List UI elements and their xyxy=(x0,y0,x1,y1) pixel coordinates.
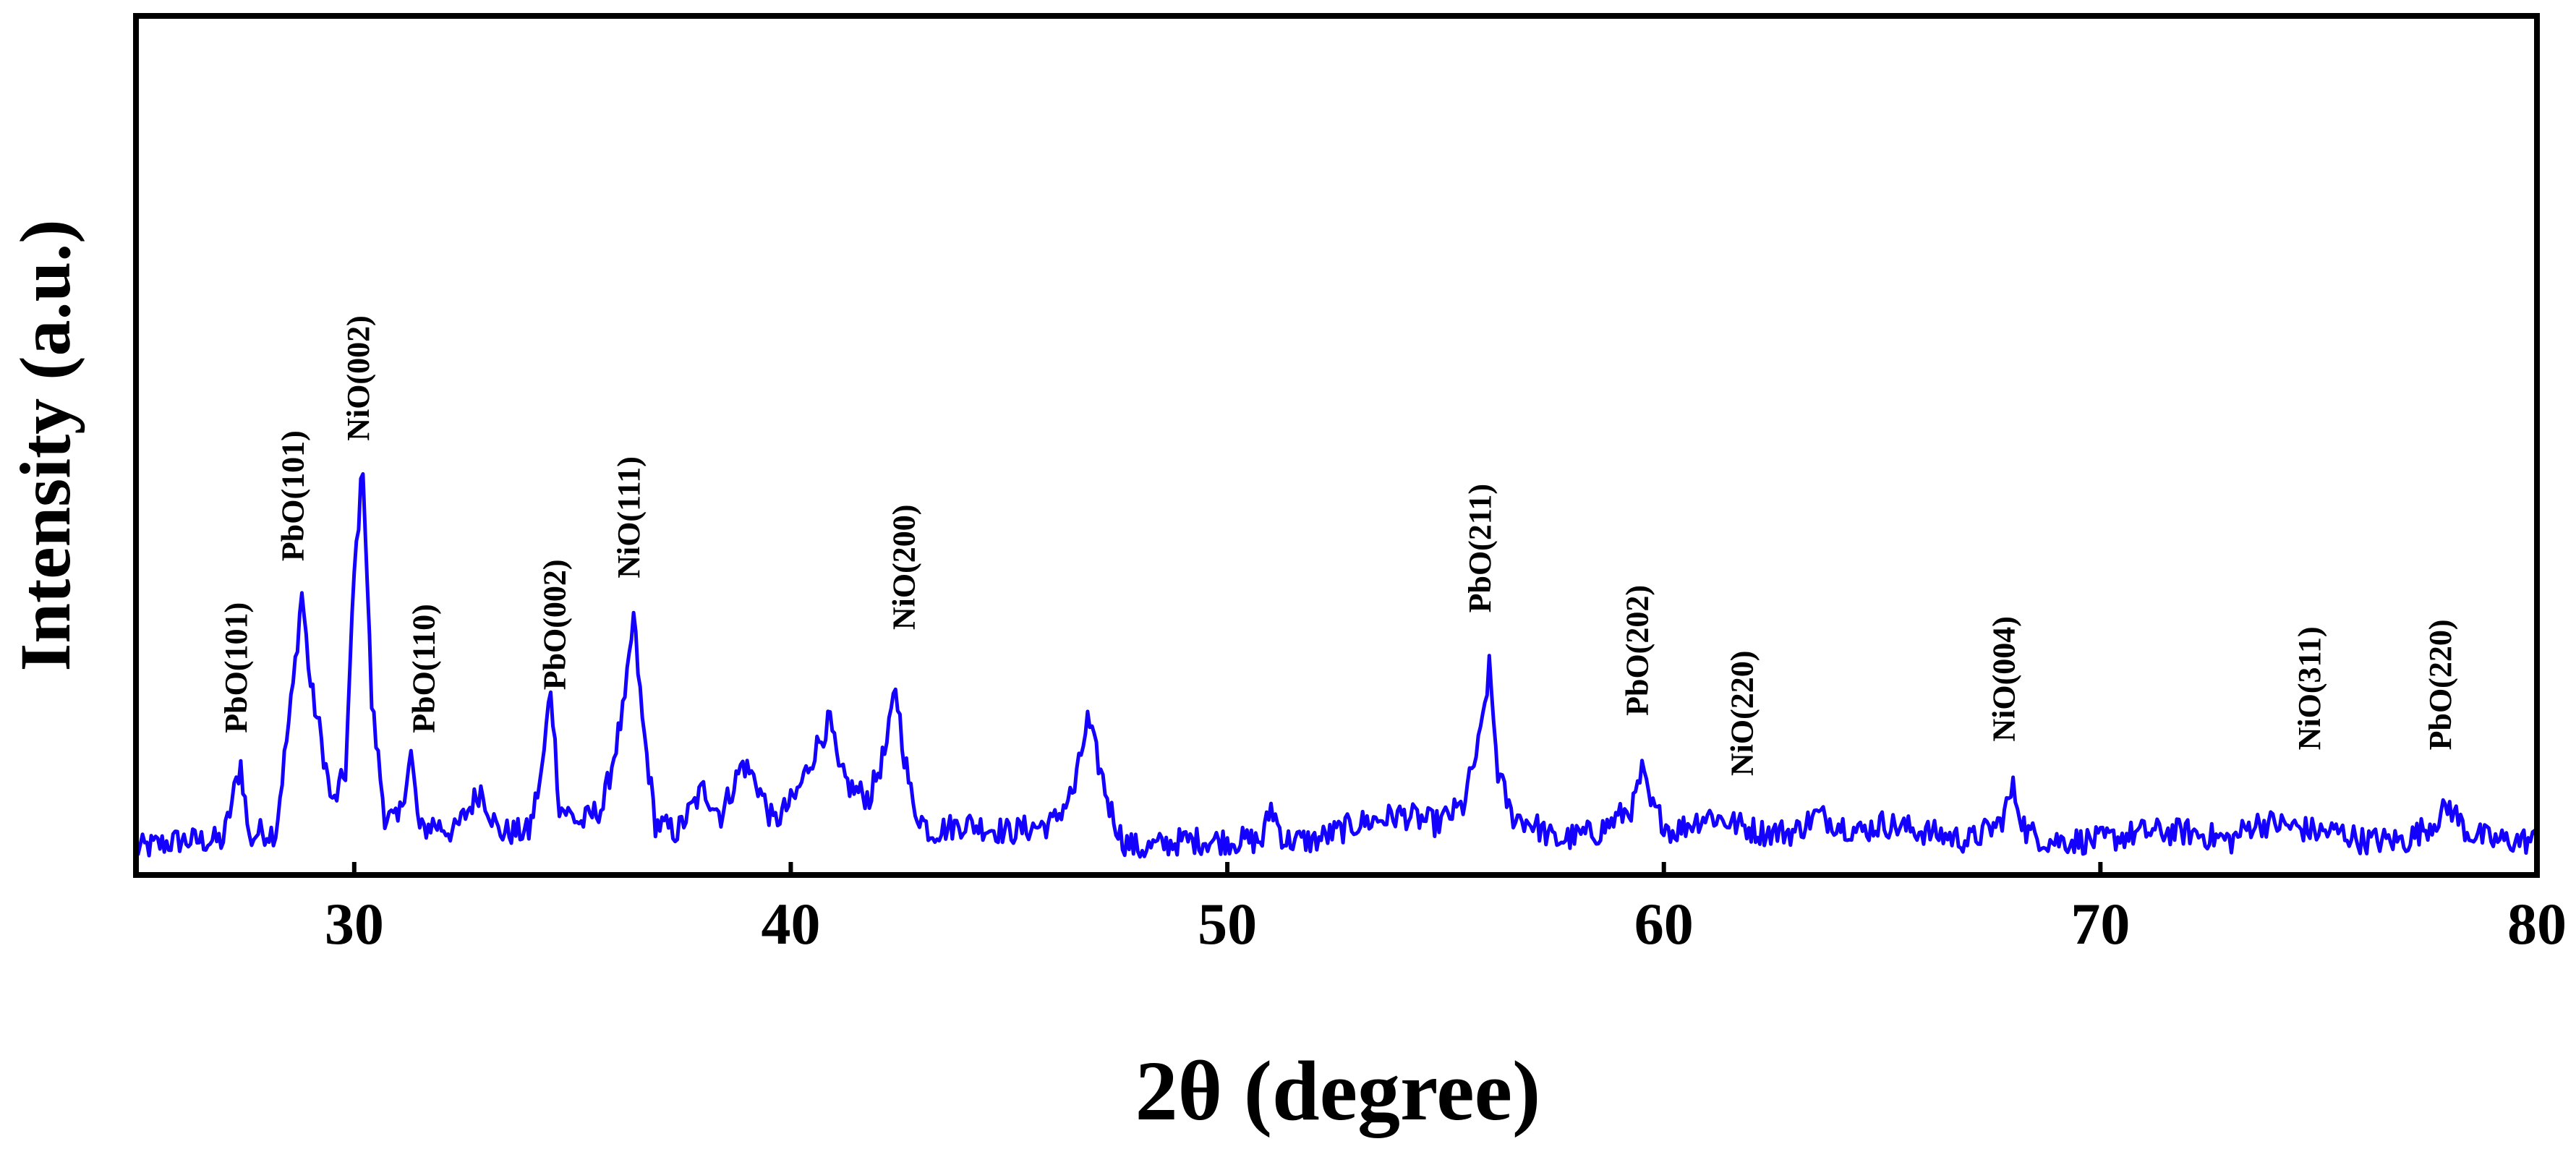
x-tick-label-70: 70 xyxy=(2070,891,2130,957)
x-tick-label-80: 80 xyxy=(2507,891,2567,957)
x-tick-label-60: 60 xyxy=(1634,891,1694,957)
x-tick-label-40: 40 xyxy=(761,891,820,957)
y-axis-title: Intensity (a.u.) xyxy=(5,219,85,671)
peak-label-11: NiO(311) xyxy=(2292,626,2327,750)
annotations-layer: PbO(101) PbO(101) NiO(002) PbO(110) PbO(002)… xyxy=(218,315,2458,776)
peak-label-8: PbO(202) xyxy=(1620,585,1655,716)
peak-label-1: PbO(101) xyxy=(275,430,310,561)
peak-label-0: PbO(101) xyxy=(218,602,254,733)
x-tick-label-30: 30 xyxy=(325,891,384,957)
marks-layer xyxy=(134,471,2539,859)
peak-label-10: NiO(004) xyxy=(1987,616,2022,742)
peak-label-3: PbO(110) xyxy=(406,604,441,733)
peak-label-12: PbO(220) xyxy=(2423,620,2458,751)
peak-label-6: NiO(200) xyxy=(886,505,921,631)
peak-label-7: PbO(211) xyxy=(1462,484,1498,612)
peak-label-4: PbO(002) xyxy=(537,559,573,690)
plot-frame xyxy=(133,13,2540,878)
peak-label-9: NiO(220) xyxy=(1724,651,1760,777)
peak-label-2: NiO(002) xyxy=(341,315,376,441)
x-tick-label-50: 50 xyxy=(1198,891,1257,957)
ticks-layer: 30 40 50 60 70 80 xyxy=(325,862,2567,957)
peak-label-5: NiO(111) xyxy=(611,456,647,578)
x-axis-title: 2θ (degree) xyxy=(1135,1043,1541,1138)
xrd-series-line-0 xyxy=(134,471,2539,859)
